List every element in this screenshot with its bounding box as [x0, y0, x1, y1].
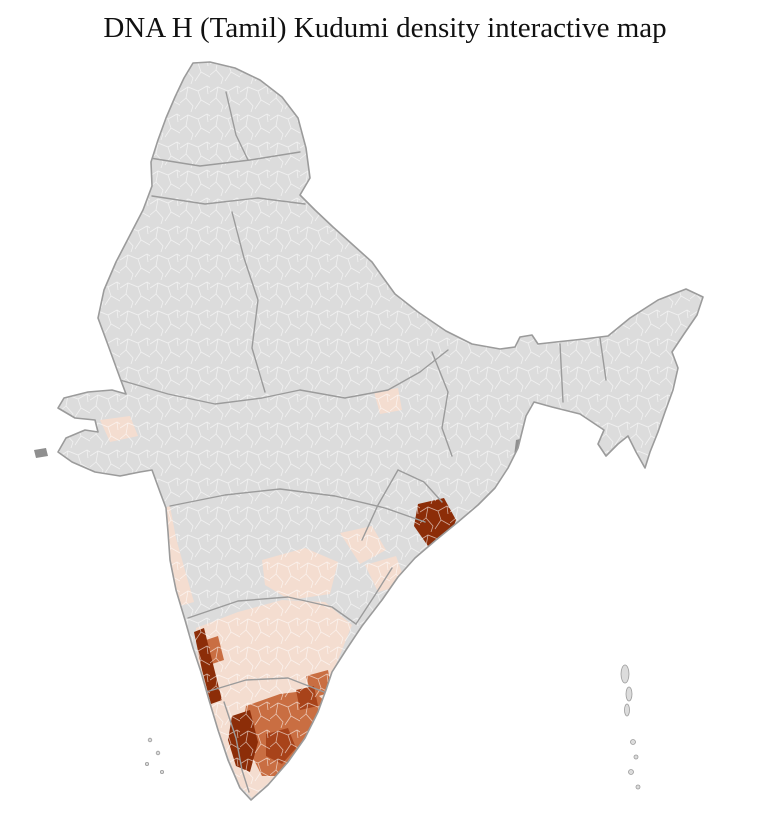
state-border-kerala-east	[223, 701, 250, 793]
india-outline	[57, 61, 704, 801]
state-border-rajasthan-up	[231, 211, 266, 393]
andaman-nicobar-islands[interactable]	[620, 664, 641, 790]
nicobar-island-4[interactable]	[635, 784, 641, 790]
state-border-jharkhand	[431, 351, 453, 457]
lakshadweep-island-4[interactable]	[159, 770, 164, 775]
state-border-kashmir	[225, 91, 249, 161]
diu-district[interactable]	[34, 448, 48, 458]
state-border-rajasthan-south	[119, 379, 301, 405]
state-border-karnataka-north	[187, 596, 357, 625]
nicobar-island-3[interactable]	[628, 769, 634, 775]
state-border-andhra	[355, 567, 393, 625]
state-border-odisha-west	[397, 469, 443, 503]
state-borders	[119, 91, 607, 793]
state-border-up-mp	[299, 349, 449, 399]
state-border-chhattisgarh	[361, 469, 399, 541]
andaman-island-1[interactable]	[620, 664, 630, 684]
andaman-island-3[interactable]	[624, 703, 630, 717]
state-border-tamilnadu-north	[205, 677, 325, 693]
andaman-island-2[interactable]	[625, 686, 633, 702]
state-border-maharashtra-north	[169, 488, 426, 523]
state-border-assam-west	[559, 343, 564, 403]
nicobar-island-1[interactable]	[630, 739, 636, 745]
nicobar-island-2[interactable]	[633, 754, 639, 760]
lakshadweep-island-3[interactable]	[144, 762, 149, 767]
state-border-himachal	[151, 195, 306, 205]
page-title: DNA H (Tamil) Kudumi density interactive…	[103, 12, 667, 44]
lakshadweep-islands[interactable]	[144, 737, 164, 775]
lakshadweep-island-1[interactable]	[147, 737, 153, 743]
state-border-assam-east	[599, 337, 607, 381]
state-border-jk-south	[149, 151, 301, 167]
lakshadweep-island-2[interactable]	[155, 750, 161, 756]
